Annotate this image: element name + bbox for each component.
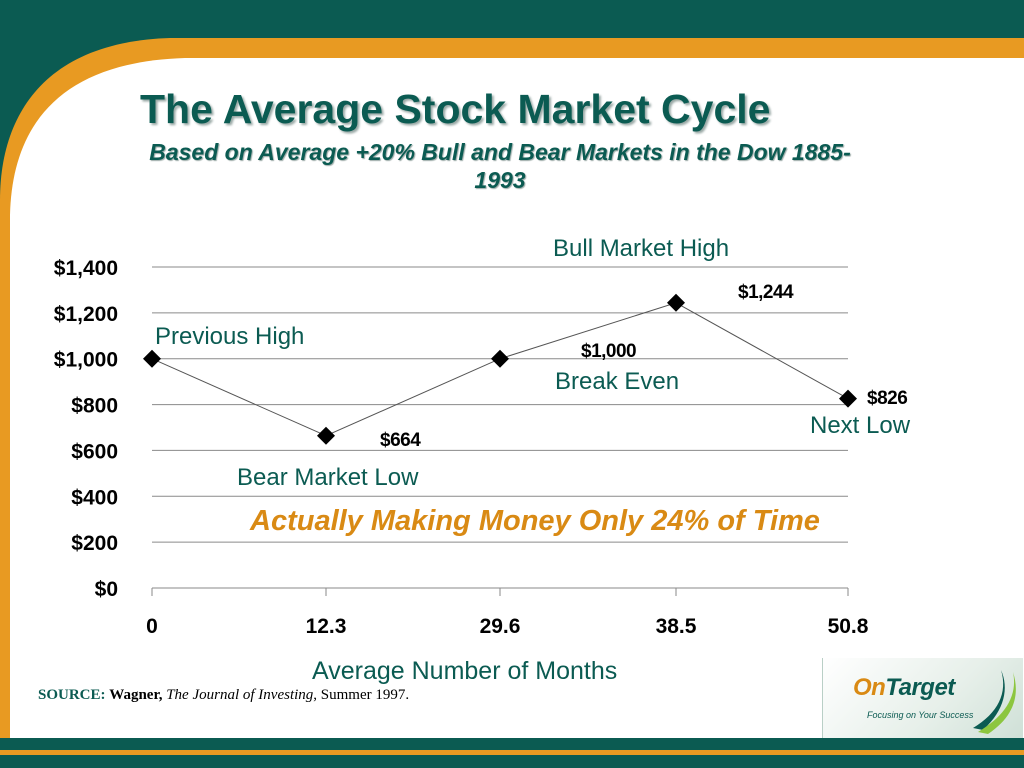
- company-logo: OnTarget Focusing on Your Success: [822, 658, 1023, 738]
- annotation-bull-market-high: Bull Market High: [553, 235, 730, 262]
- logo-tagline: Focusing on Your Success: [867, 710, 974, 720]
- source-label: SOURCE:: [38, 687, 106, 703]
- data-point-diamond: [491, 349, 509, 368]
- data-point-diamond: [143, 349, 161, 368]
- slide-title: The Average Stock Market Cycle: [140, 86, 771, 132]
- data-point-diamond: [667, 293, 685, 312]
- logo-name-target: Target: [885, 674, 955, 701]
- data-point-diamond: [839, 389, 857, 408]
- chart-axes: [151, 587, 849, 596]
- y-axis-ticks: $0 $200 $400 $600 $800 $1,000 $1,200 $1,400: [54, 257, 118, 601]
- y-tick-label: $400: [71, 486, 118, 509]
- y-tick-label: $200: [71, 532, 118, 555]
- source-author: Wagner,: [109, 687, 163, 703]
- x-tick-label: 0: [146, 615, 158, 638]
- x-axis-ticks: 0 12.3 29.6 38.5 50.8: [146, 615, 869, 638]
- x-tick-label: 29.6: [480, 615, 521, 638]
- x-tick-label: 38.5: [656, 615, 697, 638]
- y-tick-label: $1,000: [54, 349, 118, 372]
- chart-gridlines: [152, 266, 848, 543]
- chart-points: [143, 293, 857, 445]
- source-comma: ,: [313, 687, 318, 703]
- logo-name: OnTarget: [853, 674, 955, 702]
- point-label-664: $664: [380, 430, 421, 451]
- source-citation: SOURCE: Wagner, The Journal of Investing…: [38, 687, 409, 704]
- source-publication: The Journal of Investing: [166, 687, 314, 703]
- x-axis-label: Average Number of Months: [312, 657, 618, 685]
- logo-name-on: On: [853, 674, 886, 701]
- y-tick-label: $0: [95, 578, 118, 601]
- y-tick-label: $1,400: [54, 257, 118, 280]
- y-tick-label: $600: [71, 440, 118, 463]
- swoosh-icon: [973, 670, 1016, 734]
- annotation-break-even: Break Even: [555, 368, 680, 395]
- x-tick-label: 12.3: [306, 615, 347, 638]
- y-tick-label: $1,200: [54, 303, 118, 326]
- y-tick-label: $800: [71, 395, 118, 418]
- callout-text: Actually Making Money Only 24% of Time: [250, 505, 820, 537]
- point-label-826: $826: [867, 388, 908, 409]
- annotation-previous-high: Previous High: [155, 323, 305, 350]
- point-label-1244: $1,244: [738, 282, 794, 303]
- x-tick-label: 50.8: [828, 615, 869, 638]
- annotation-bear-market-low: Bear Market Low: [237, 464, 419, 491]
- slide-subtitle: Based on Average +20% Bull and Bear Mark…: [149, 139, 851, 193]
- data-point-diamond: [317, 426, 335, 445]
- source-date: Summer 1997.: [317, 687, 410, 703]
- annotation-next-low: Next Low: [810, 412, 911, 439]
- point-label-1000: $1,000: [581, 341, 637, 362]
